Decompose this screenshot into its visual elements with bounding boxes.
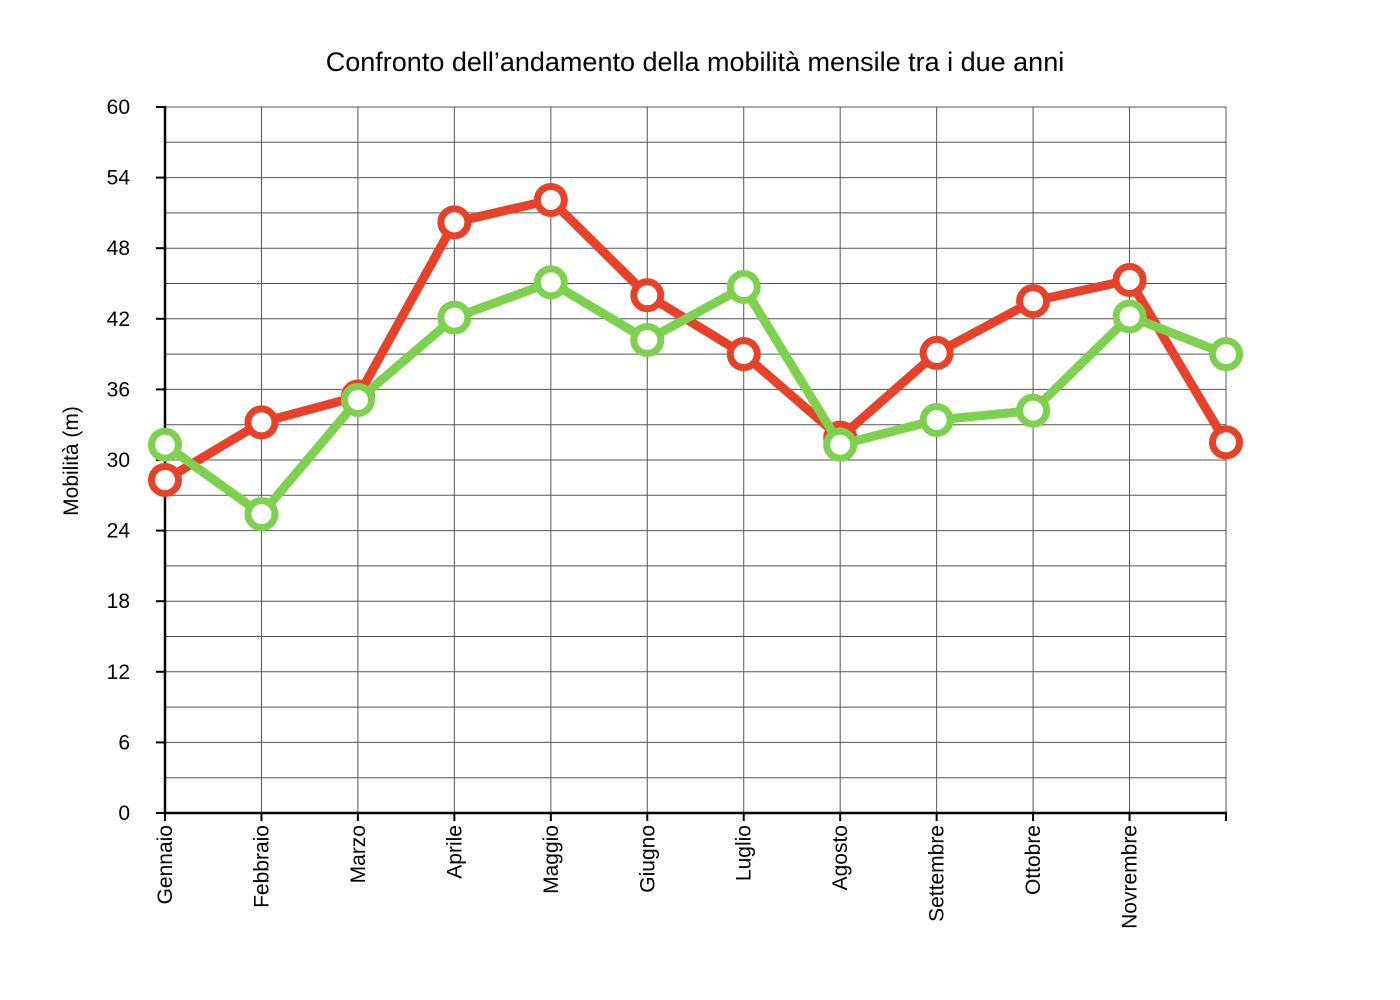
series-1-point xyxy=(437,205,472,240)
x-tick-label: Maggio xyxy=(540,825,563,894)
chart-title: Confronto dell’andamento della mobilità … xyxy=(326,47,1064,77)
series-2 xyxy=(148,265,1243,532)
series-1-point xyxy=(1209,425,1243,460)
x-tick-label: Aprile xyxy=(443,825,466,879)
series-2-point xyxy=(1112,299,1147,334)
series-1-point xyxy=(1016,284,1051,319)
series-2-point xyxy=(630,322,665,357)
y-tick-label: 6 xyxy=(118,731,130,754)
y-tick-label: 36 xyxy=(107,378,130,401)
y-tick-label: 48 xyxy=(107,237,130,260)
series-2-point xyxy=(148,427,182,462)
y-tick-label: 24 xyxy=(107,520,131,543)
x-tick-label: Marzo xyxy=(347,825,370,883)
series-2-point xyxy=(919,402,954,437)
series-2-point xyxy=(726,270,761,305)
y-tick-label: 0 xyxy=(118,802,130,825)
y-tick-label: 18 xyxy=(107,590,130,613)
x-tick-label: Febbraio xyxy=(250,825,273,908)
series-2-line xyxy=(160,277,1231,519)
series-2-point xyxy=(533,265,568,300)
x-axis-ticks: Gennaio Febbraio Marzo Aprile Maggio Giugno Lu… xyxy=(154,813,1227,929)
series-1-point xyxy=(148,463,182,498)
y-tick-label: 12 xyxy=(107,661,130,684)
x-tick-label: Agosto xyxy=(829,825,852,890)
series-2-point xyxy=(244,497,279,532)
series-2-point xyxy=(1016,393,1051,428)
y-tick-label: 54 xyxy=(107,167,131,190)
series-1-point xyxy=(726,337,761,372)
x-tick-label: Ottobre xyxy=(1022,825,1045,895)
x-tick-label: Settembre xyxy=(926,825,949,922)
y-tick-label: 30 xyxy=(107,449,130,472)
x-tick-label: Giugno xyxy=(636,825,659,893)
series-1-point xyxy=(630,278,665,313)
chart-grid xyxy=(165,106,1227,813)
y-tick-label: 60 xyxy=(107,96,130,119)
y-axis-label: Mobilità (m) xyxy=(60,406,83,516)
y-tick-label: 42 xyxy=(107,308,130,331)
series-2-point xyxy=(1209,337,1243,372)
series-1-point xyxy=(1112,262,1147,297)
series-1-point xyxy=(533,182,568,217)
series-layer xyxy=(148,182,1243,532)
x-tick-label: Luglio xyxy=(733,825,756,881)
x-tick-label: Novrembre xyxy=(1119,825,1142,929)
series-1-point xyxy=(919,335,954,370)
series-2-point xyxy=(340,382,375,417)
series-1-point xyxy=(244,405,279,440)
x-tick-label: Gennaio xyxy=(154,825,177,904)
series-2-point xyxy=(823,427,858,462)
series-2-point xyxy=(437,300,472,335)
y-axis-ticks: 0 6 12 18 24 30 36 42 48 54 60 xyxy=(107,96,165,825)
